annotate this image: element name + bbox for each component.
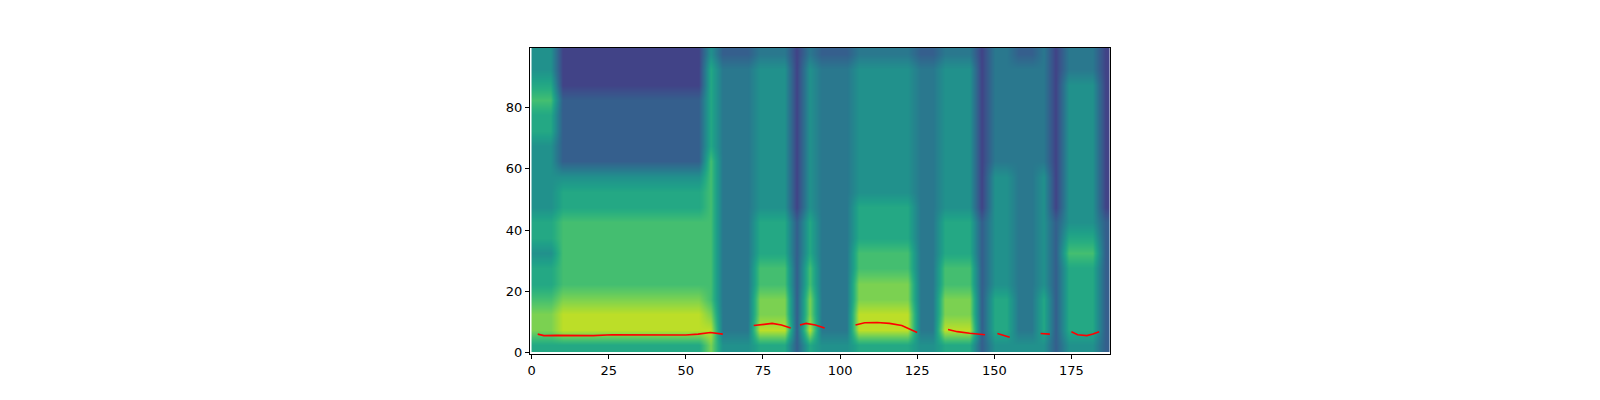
svg-text:175: 175 (1059, 363, 1084, 378)
svg-text:100: 100 (828, 363, 853, 378)
svg-text:0: 0 (514, 345, 522, 360)
svg-text:0: 0 (527, 363, 535, 378)
svg-text:80: 80 (506, 100, 523, 115)
svg-text:150: 150 (982, 363, 1007, 378)
svg-text:60: 60 (506, 161, 523, 176)
svg-text:20: 20 (506, 284, 523, 299)
svg-text:25: 25 (600, 363, 617, 378)
svg-text:75: 75 (755, 363, 772, 378)
svg-text:40: 40 (506, 223, 523, 238)
svg-text:125: 125 (905, 363, 930, 378)
svg-text:50: 50 (678, 363, 695, 378)
